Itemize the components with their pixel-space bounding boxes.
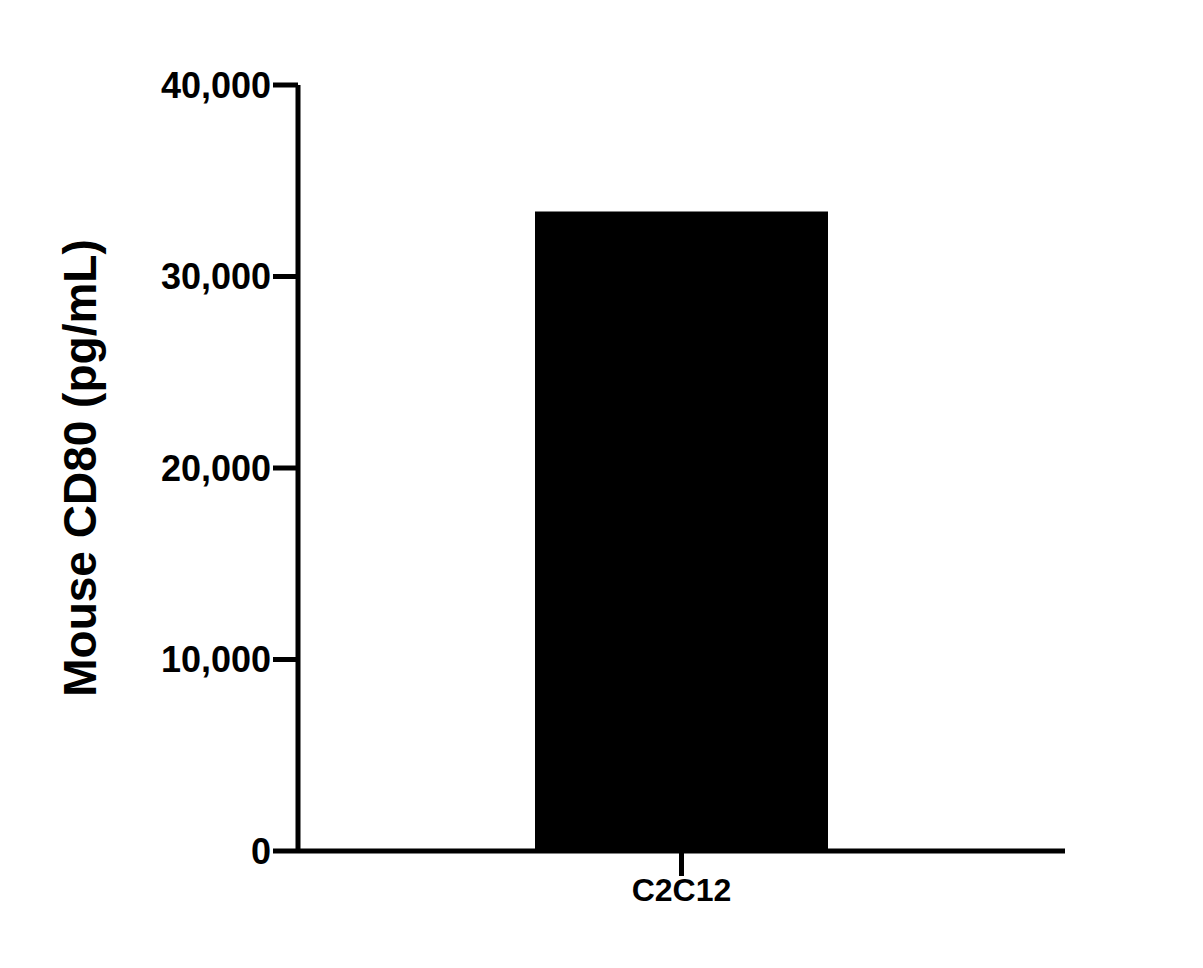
svg-text:C2C12: C2C12 — [632, 872, 732, 908]
svg-text:40,000: 40,000 — [161, 65, 271, 106]
svg-text:0: 0 — [251, 831, 271, 872]
svg-text:Mouse CD80 (pg/mL): Mouse CD80 (pg/mL) — [54, 239, 106, 696]
svg-text:10,000: 10,000 — [161, 639, 271, 680]
svg-text:20,000: 20,000 — [161, 448, 271, 489]
svg-text:30,000: 30,000 — [161, 256, 271, 297]
